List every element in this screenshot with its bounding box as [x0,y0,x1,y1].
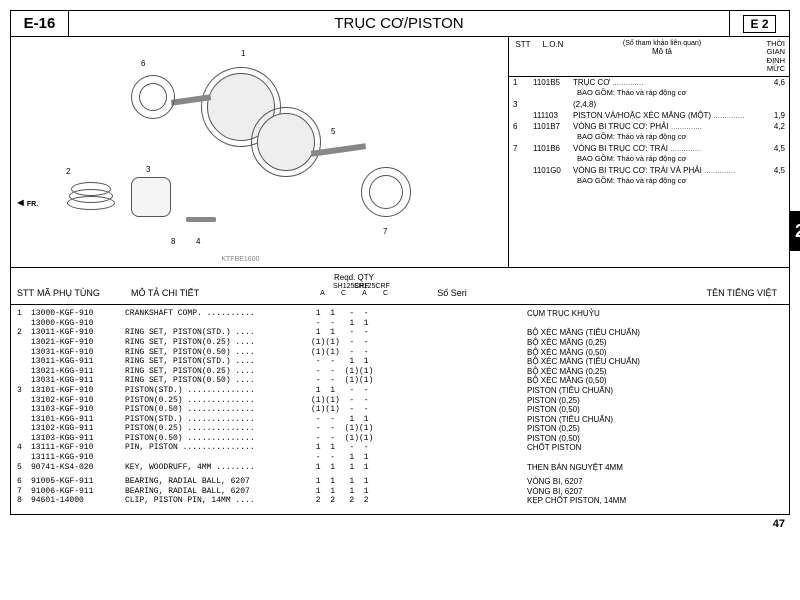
parts-catalog-page: 2 4 7 E-16 TRỤC CƠ/PISTON E 2 [10,10,790,515]
parts-row: 894601-14000CLIP, PISTON PIN, 14MM .... … [17,496,783,506]
th-stt: STT [513,40,533,73]
parts-row: 413111-KGF-910PIN, PISTON ..............… [17,443,783,453]
callout-6: 6 [141,59,145,68]
ph-vn: TÊN TIẾNG VIỆT [507,288,783,298]
parts-row: 13102-KGG-911PISTON(0.25) ..............… [17,424,783,434]
parts-row: 13102-KGF-910PISTON(0.25) ..............… [17,396,783,406]
parts-table-body: 113000-KGF-910CRANKSHAFT COMP. .........… [11,305,789,514]
parts-row: 13101-KGG-911PISTON(STD.) ..............… [17,415,783,425]
callout-8: 8 [171,237,175,246]
callout-5: 5 [331,127,335,136]
section-code: E-16 [11,11,69,36]
parts-row: 113000-KGF-910CRANKSHAFT COMP. .........… [17,309,783,319]
parts-row: 590741-KS4-020KEY, WOODRUFF, 4MM .......… [17,463,783,473]
parts-row: 213011-KGF-910RING SET, PISTON(STD.) ...… [17,328,783,338]
parts-row: 13031-KGG-911RING SET, PISTON(0.50) ....… [17,376,783,386]
top-section: 1 2 3 4 5 6 7 8 FR. KTFBE1600 STT L.O.N … [11,37,789,268]
page-number: 47 [773,518,785,530]
chapter-tab: 2 [789,211,800,251]
parts-table-header: STT MÃ PHỤ TÙNG MÔ TẢ CHI TIẾT Reqd. QTY… [11,268,789,305]
callout-4: 4 [196,237,200,246]
diagram-code: KTFBE1600 [221,256,259,263]
labor-time-table: STT L.O.N (Số tham khảo liên quan) Mô tả… [509,37,789,267]
parts-row: 313101-KGF-910PISTON(STD.) .............… [17,386,783,396]
labor-row: 1101G0VÒNG BI TRỤC CƠ: TRÁI VÀ PHẢI ....… [509,165,789,176]
parts-row: 13021-KGG-911RING SET, PISTON(0.25) ....… [17,367,783,377]
ph-code: MÃ PHỤ TÙNG [37,288,131,298]
callout-3: 3 [146,165,150,174]
parts-row: 13111-KGG-910 - - 1 1 [17,453,783,463]
ph-reqd: Reqd. QTY SH125CRFSH125CRF AC AC [311,274,397,298]
labor-row: 71101B6VÒNG BI TRỤC CƠ: TRÁI ...........… [509,143,789,154]
callout-1: 1 [241,49,245,58]
th-lon: L.O.N [533,40,573,73]
callout-7: 7 [383,227,387,236]
parts-row: 13031-KGF-910RING SET, PISTON(0.50) ....… [17,348,783,358]
page-title: TRỤC CƠ/PISTON [69,11,729,36]
parts-row: 13000-KGG-910 - - 1 1 [17,319,783,329]
parts-row: 13103-KGG-911PISTON(0.50) ..............… [17,434,783,444]
ph-desc: MÔ TẢ CHI TIẾT [131,288,311,298]
parts-row: 13011-KGG-911RING SET, PISTON(STD.) ....… [17,357,783,367]
th-desc: (Số tham khảo liên quan) Mô tả [573,40,751,73]
parts-row: 691005-KGF-911BEARING, RADIAL BALL, 6207… [17,477,783,487]
page-header: E-16 TRỤC CƠ/PISTON E 2 [11,11,789,37]
labor-row: 3(2,4,8) [509,99,789,110]
callout-2: 2 [66,167,70,176]
ref-box: E 2 [743,15,775,33]
ref-box-wrap: E 2 [729,11,789,36]
fr-arrow: FR. [15,197,38,209]
labor-row: 61101B7VÒNG BI TRỤC CƠ: PHẢI ...........… [509,121,789,132]
labor-row: 111103PISTON VÀ/HOẶC XÉC MĂNG (MỘT) ....… [509,110,789,121]
parts-row: 13103-KGF-910PISTON(0.50) ..............… [17,405,783,415]
labor-row: 11101B5TRỤC CƠ ..............4,6 [509,77,789,88]
exploded-diagram: 1 2 3 4 5 6 7 8 FR. KTFBE1600 [11,37,509,267]
ph-stt: STT [17,288,37,298]
th-time: THỜI GIAN ĐỊNH MỨC [751,40,785,73]
parts-row: 13021-KGF-910RING SET, PISTON(0.25) ....… [17,338,783,348]
parts-row: 791006-KGF-911BEARING, RADIAL BALL, 6207… [17,487,783,497]
ph-seri: Số Seri [397,288,507,298]
